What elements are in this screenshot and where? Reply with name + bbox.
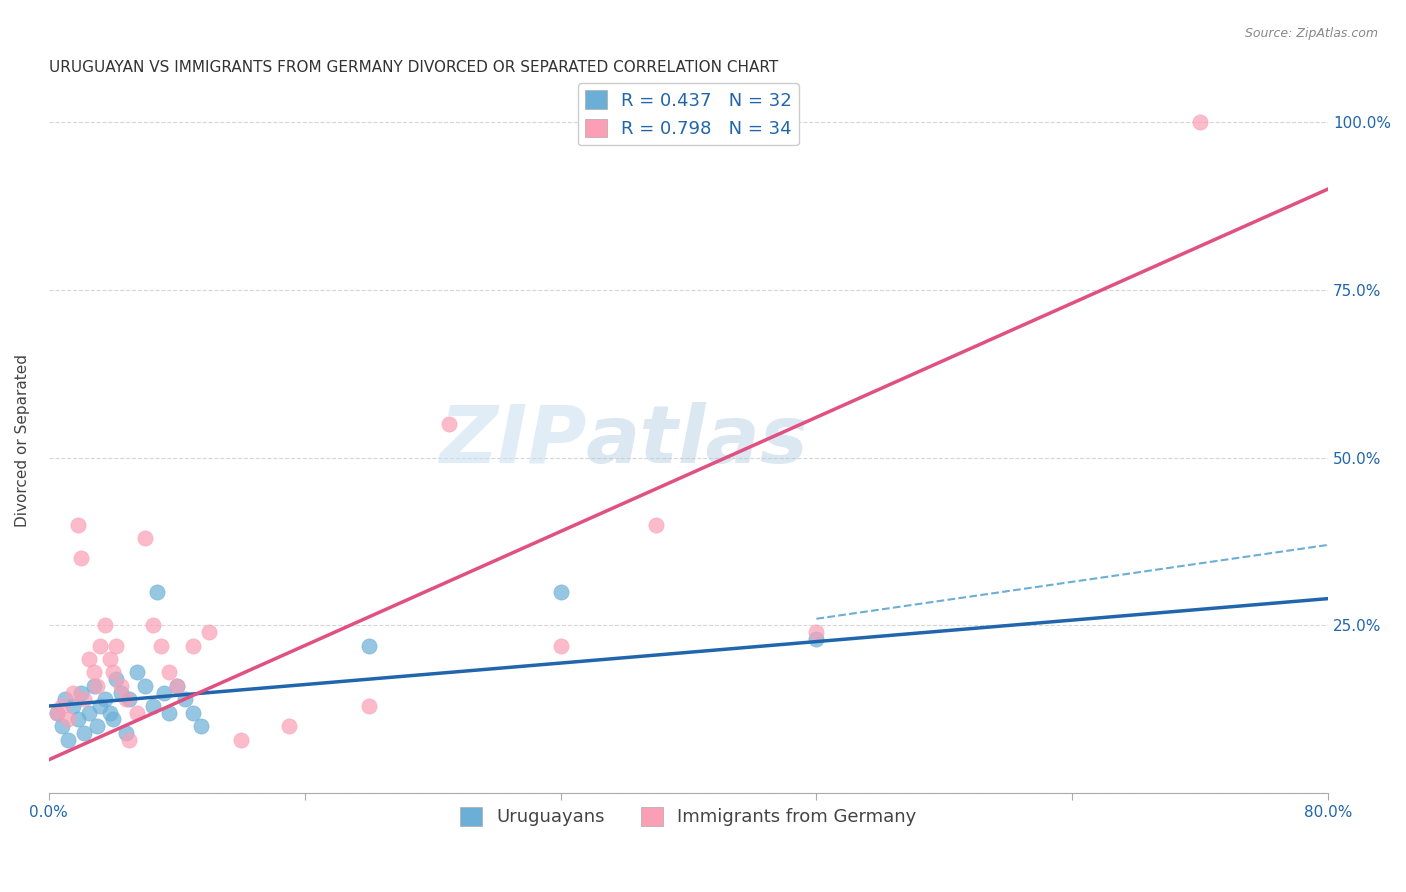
Point [56,732,79,747]
Point [146,585,169,599]
Legend: Uruguayans, Immigrants from Germany: Uruguayans, Immigrants from Germany [453,800,924,834]
Point [157,665,180,680]
Point [89,639,111,653]
Point [104,672,127,686]
Point [110,679,132,693]
Text: URUGUAYAN VS IMMIGRANTS FROM GERMANY DIVORCED OR SEPARATED CORRELATION CHART: URUGUAYAN VS IMMIGRANTS FROM GERMANY DIV… [49,60,778,75]
Point [77,706,100,720]
Point [118,692,141,706]
Point [62,685,84,699]
Point [125,665,148,680]
Point [166,679,188,693]
Point [104,639,127,653]
Point [45,706,67,720]
Point [89,699,111,714]
Point [645,517,668,532]
Point [86,679,108,693]
Text: atlas: atlas [586,401,808,480]
Point [101,665,124,680]
Point [166,679,188,693]
Y-axis label: Divorced or Separated: Divorced or Separated [15,354,30,527]
Point [66,713,89,727]
Point [77,652,100,666]
Point [806,632,828,646]
Point [173,692,195,706]
Point [73,692,96,706]
Point [110,685,132,699]
Point [98,652,121,666]
Point [142,699,165,714]
Point [190,719,212,733]
Point [114,692,136,706]
Point [98,706,121,720]
Point [806,625,828,640]
Point [51,699,73,714]
Point [93,692,115,706]
Point [134,679,156,693]
Point [149,639,172,653]
Text: Source: ZipAtlas.com: Source: ZipAtlas.com [1244,27,1378,40]
Point [197,625,219,640]
Point [83,665,105,680]
Point [357,639,380,653]
Point [69,685,91,699]
Point [101,713,124,727]
Point [83,679,105,693]
Point [157,706,180,720]
Point [142,618,165,632]
Point [73,726,96,740]
Text: ZIP: ZIP [439,401,586,480]
Point [437,417,460,431]
Point [181,706,204,720]
Point [357,699,380,714]
Point [153,685,176,699]
Point [56,713,79,727]
Point [550,639,572,653]
Point [53,692,76,706]
Point [45,706,67,720]
Point [125,706,148,720]
Point [86,719,108,733]
Point [66,517,89,532]
Point [550,585,572,599]
Point [277,719,299,733]
Point [229,732,252,747]
Point [134,531,156,545]
Point [93,618,115,632]
Point [118,732,141,747]
Point [114,726,136,740]
Point [69,551,91,566]
Point [62,699,84,714]
Point [1189,115,1212,129]
Point [51,719,73,733]
Point [181,639,204,653]
